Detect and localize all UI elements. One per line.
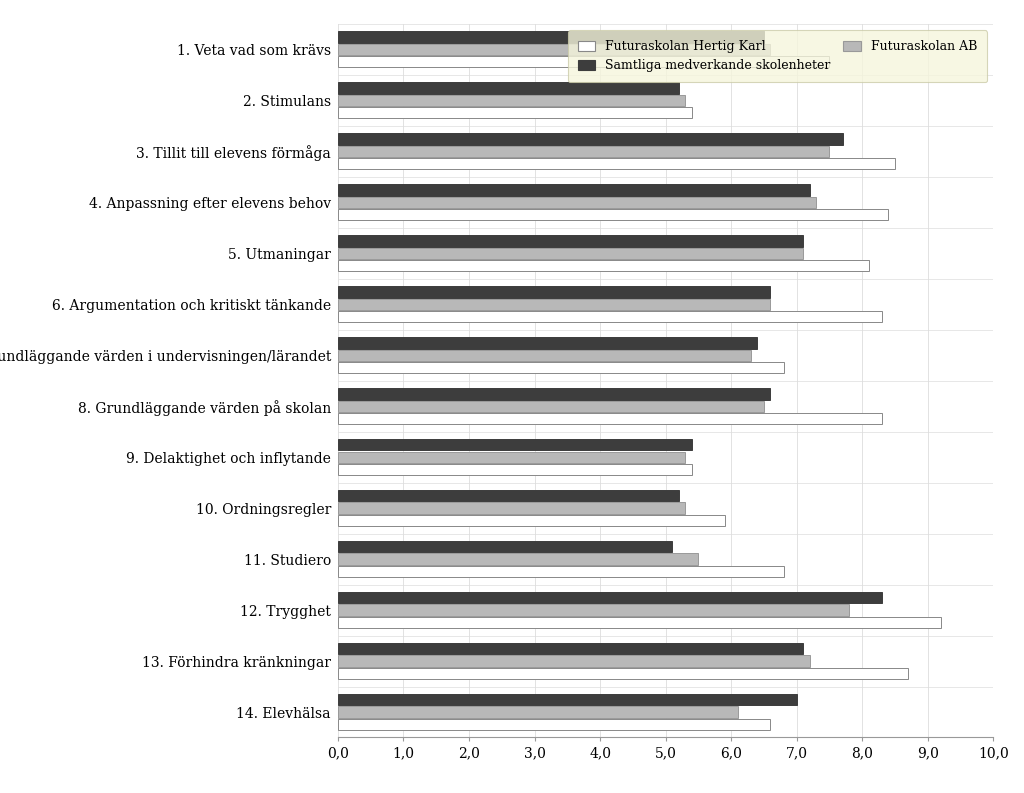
Bar (338, 565, 783, 577)
Bar (338, 197, 816, 208)
Bar (338, 311, 882, 322)
Bar (338, 247, 803, 259)
Bar (338, 439, 692, 450)
Bar (338, 604, 849, 615)
Bar (338, 400, 764, 412)
Bar (338, 209, 889, 220)
Bar (338, 464, 692, 475)
Legend: Futuraskolan Hertig Karl, Samtliga medverkande skolenheter, Futuraskolan AB: Futuraskolan Hertig Karl, Samtliga medve… (567, 30, 987, 82)
Bar (338, 286, 770, 297)
Bar (338, 655, 810, 667)
Bar (338, 260, 868, 271)
Bar (338, 412, 882, 424)
Bar (338, 236, 803, 247)
Bar (338, 133, 843, 144)
Bar (338, 592, 882, 603)
Bar (338, 490, 679, 501)
Bar (338, 515, 725, 526)
Bar (338, 389, 770, 400)
Bar (338, 694, 797, 706)
Bar (338, 718, 770, 730)
Bar (338, 554, 698, 565)
Bar (338, 503, 685, 514)
Bar (338, 541, 672, 553)
Bar (338, 56, 829, 67)
Bar (338, 44, 770, 55)
Bar (338, 451, 685, 462)
Bar (338, 94, 685, 106)
Bar (338, 337, 758, 349)
Bar (338, 32, 764, 43)
Bar (338, 350, 751, 361)
Bar (338, 185, 810, 196)
Bar (338, 643, 803, 654)
Bar (338, 707, 737, 718)
Bar (338, 146, 829, 157)
Bar (338, 668, 908, 679)
Bar (338, 158, 895, 169)
Bar (338, 362, 783, 373)
Bar (338, 299, 770, 310)
Bar (338, 107, 692, 118)
Bar (338, 82, 679, 94)
Bar (338, 617, 941, 628)
